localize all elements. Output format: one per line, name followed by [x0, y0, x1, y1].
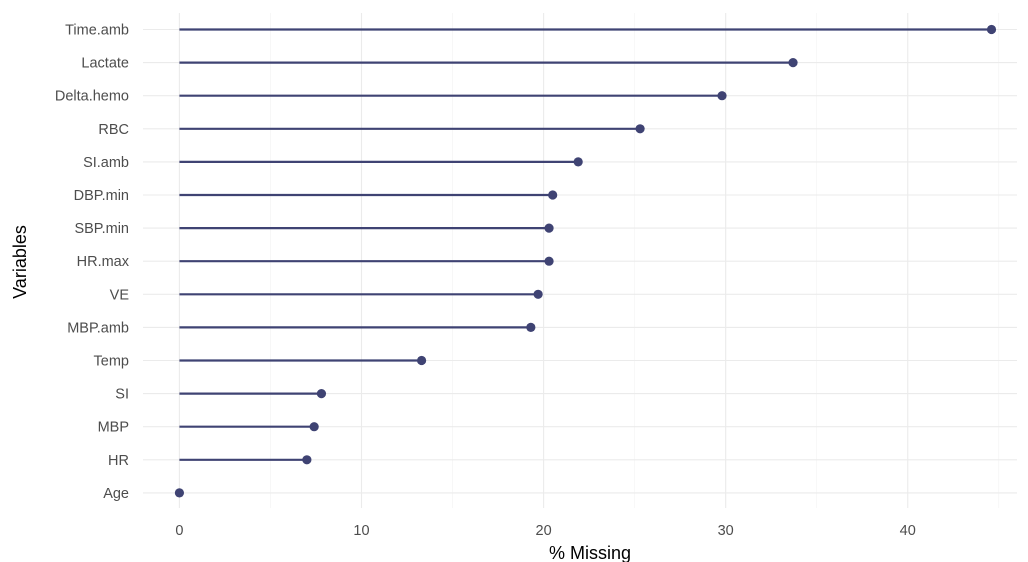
y-tick-label: HR — [108, 453, 129, 469]
lollipop-point — [302, 455, 312, 465]
y-tick-label: Delta.hemo — [55, 89, 129, 105]
lollipop-point — [548, 190, 558, 200]
lollipop-point — [544, 256, 554, 266]
y-tick-label: RBC — [98, 122, 129, 138]
y-tick-label: SBP.min — [74, 221, 129, 237]
x-axis-title: % Missing — [549, 543, 631, 562]
lollipop-point — [309, 422, 319, 432]
lollipop-point — [416, 355, 427, 366]
y-tick-label: Time.amb — [65, 23, 129, 39]
y-tick-label: MBP — [98, 420, 129, 436]
chart-marks — [174, 24, 997, 498]
x-tick-label: 10 — [353, 523, 369, 539]
lollipop-point — [788, 58, 798, 68]
lollipop-point — [533, 289, 543, 299]
y-axis-tick-labels: Time.amb Lactate Delta.hemo RBC SI.amb DBP.mi… — [55, 23, 130, 502]
x-tick-label: 40 — [900, 523, 916, 539]
y-tick-label: DBP.min — [74, 188, 129, 204]
y-tick-label: HR.max — [77, 254, 130, 270]
y-tick-label: SI — [115, 387, 129, 403]
y-tick-label: Lactate — [81, 56, 129, 72]
lollipop-point — [986, 24, 997, 35]
lollipop-point — [717, 91, 727, 101]
lollipop-point — [316, 389, 327, 399]
lollipop-point — [635, 124, 645, 134]
lollipop-point — [526, 322, 536, 332]
x-axis-tick-labels: 0 10 20 30 40 — [175, 523, 915, 539]
y-tick-label: SI.amb — [83, 155, 129, 171]
lollipop-point — [544, 223, 554, 233]
y-tick-label: Age — [103, 486, 129, 502]
x-tick-label: 0 — [175, 523, 183, 539]
x-tick-label: 30 — [718, 523, 734, 539]
lollipop-point — [174, 488, 185, 498]
lollipop-point — [573, 157, 583, 167]
x-tick-label: 20 — [536, 523, 552, 539]
y-axis-title: Variables — [10, 225, 30, 299]
y-tick-label: Temp — [94, 354, 129, 370]
y-tick-label: MBP.amb — [67, 320, 129, 336]
y-tick-label: VE — [110, 287, 130, 303]
